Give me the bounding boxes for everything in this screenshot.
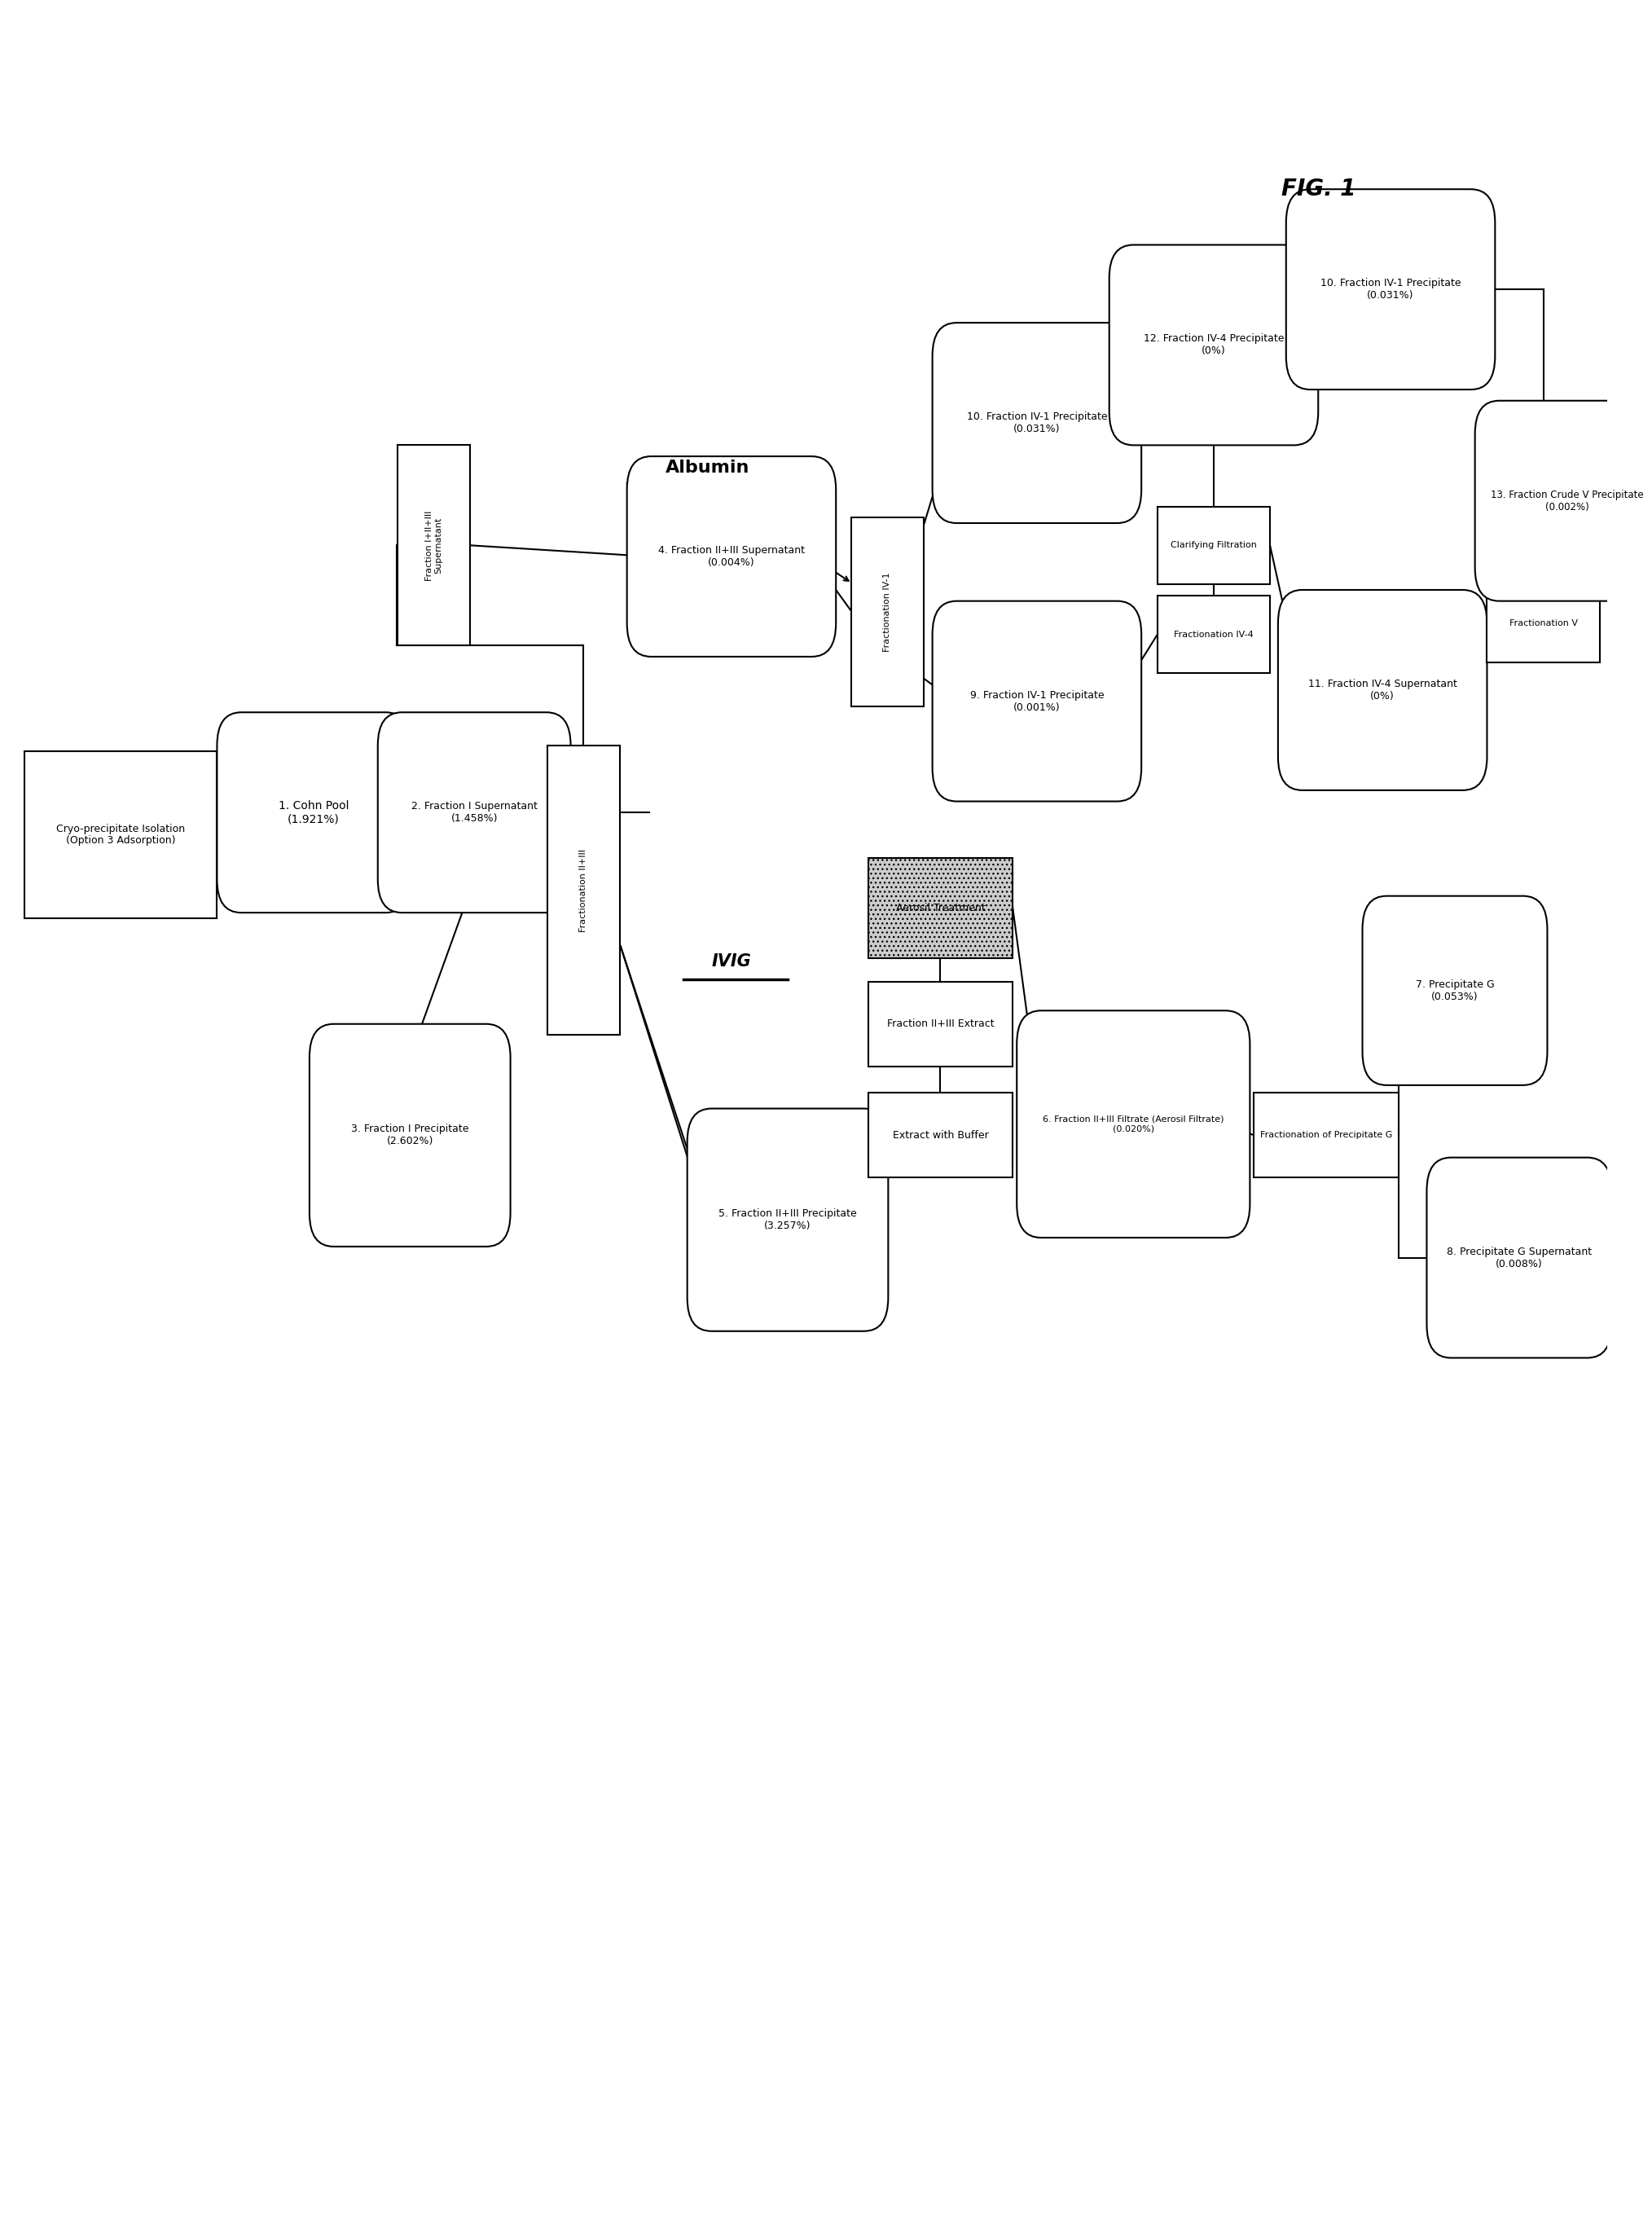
Text: Albumin: Albumin (666, 459, 750, 476)
FancyBboxPatch shape (867, 857, 1013, 957)
Text: 2. Fraction I Supernatant
(1.458%): 2. Fraction I Supernatant (1.458%) (411, 801, 537, 824)
Text: 13. Fraction Crude V Precipitate
(0.002%): 13. Fraction Crude V Precipitate (0.002%… (1492, 490, 1644, 512)
FancyBboxPatch shape (628, 456, 836, 657)
FancyBboxPatch shape (25, 750, 216, 917)
Text: 1. Cohn Pool
(1.921%): 1. Cohn Pool (1.921%) (278, 799, 349, 826)
FancyBboxPatch shape (216, 712, 410, 913)
Text: Extract with Buffer: Extract with Buffer (892, 1131, 988, 1140)
FancyBboxPatch shape (867, 982, 1013, 1066)
FancyBboxPatch shape (1427, 1158, 1612, 1358)
Bar (547, 746, 620, 1035)
FancyBboxPatch shape (309, 1024, 510, 1247)
FancyBboxPatch shape (1254, 1093, 1399, 1178)
Text: 10. Fraction IV-1 Precipitate
(0.031%): 10. Fraction IV-1 Precipitate (0.031%) (966, 412, 1107, 434)
FancyBboxPatch shape (1363, 895, 1548, 1084)
FancyBboxPatch shape (687, 1109, 889, 1331)
FancyBboxPatch shape (1158, 594, 1270, 672)
Text: 8. Precipitate G Supernatant
(0.008%): 8. Precipitate G Supernatant (0.008%) (1447, 1247, 1593, 1269)
Text: 4. Fraction II+III Supernatant
(0.004%): 4. Fraction II+III Supernatant (0.004%) (657, 545, 805, 568)
Text: Cryo-precipitate Isolation
(Option 3 Adsorption): Cryo-precipitate Isolation (Option 3 Ads… (56, 824, 185, 846)
FancyBboxPatch shape (378, 712, 570, 913)
Text: IVIG: IVIG (712, 953, 752, 971)
Text: 5. Fraction II+III Precipitate
(3.257%): 5. Fraction II+III Precipitate (3.257%) (719, 1209, 857, 1231)
Text: 12. Fraction IV-4 Precipitate
(0%): 12. Fraction IV-4 Precipitate (0%) (1143, 334, 1284, 356)
FancyBboxPatch shape (932, 323, 1142, 523)
FancyBboxPatch shape (1475, 401, 1652, 601)
Text: 7. Precipitate G
(0.053%): 7. Precipitate G (0.053%) (1416, 979, 1495, 1002)
FancyBboxPatch shape (1108, 245, 1318, 445)
Text: Fraction II+III Extract: Fraction II+III Extract (887, 1020, 995, 1028)
Bar (398, 445, 471, 646)
Text: FIG. 1: FIG. 1 (1280, 178, 1356, 200)
Text: Clarifying Filtration: Clarifying Filtration (1171, 541, 1257, 550)
FancyBboxPatch shape (867, 1093, 1013, 1178)
Text: Fractionation IV-4: Fractionation IV-4 (1175, 630, 1254, 639)
Text: Fraction I+II+III
Supernatant: Fraction I+II+III Supernatant (425, 510, 443, 581)
Text: Fractionation II+III: Fractionation II+III (580, 848, 588, 933)
FancyBboxPatch shape (1487, 583, 1599, 663)
FancyBboxPatch shape (1016, 1011, 1251, 1238)
Text: 9. Fraction IV-1 Precipitate
(0.001%): 9. Fraction IV-1 Precipitate (0.001%) (970, 690, 1104, 712)
Text: Fractionation V: Fractionation V (1508, 619, 1578, 628)
Text: 6. Fraction II+III Filtrate (Aerosil Filtrate)
(0.020%): 6. Fraction II+III Filtrate (Aerosil Fil… (1042, 1115, 1224, 1133)
Text: 3. Fraction I Precipitate
(2.602%): 3. Fraction I Precipitate (2.602%) (352, 1124, 469, 1146)
Text: Fractionation of Precipitate G: Fractionation of Precipitate G (1260, 1131, 1393, 1140)
FancyBboxPatch shape (1285, 189, 1495, 390)
Bar (851, 519, 923, 708)
FancyBboxPatch shape (1158, 505, 1270, 583)
FancyBboxPatch shape (932, 601, 1142, 801)
Text: 11. Fraction IV-4 Supernatant
(0%): 11. Fraction IV-4 Supernatant (0%) (1308, 679, 1457, 701)
Text: 10. Fraction IV-1 Precipitate
(0.031%): 10. Fraction IV-1 Precipitate (0.031%) (1320, 278, 1460, 301)
FancyBboxPatch shape (1279, 590, 1487, 790)
Text: Aerosil Treatment: Aerosil Treatment (895, 904, 985, 913)
Text: Fractionation IV-1: Fractionation IV-1 (884, 572, 892, 652)
